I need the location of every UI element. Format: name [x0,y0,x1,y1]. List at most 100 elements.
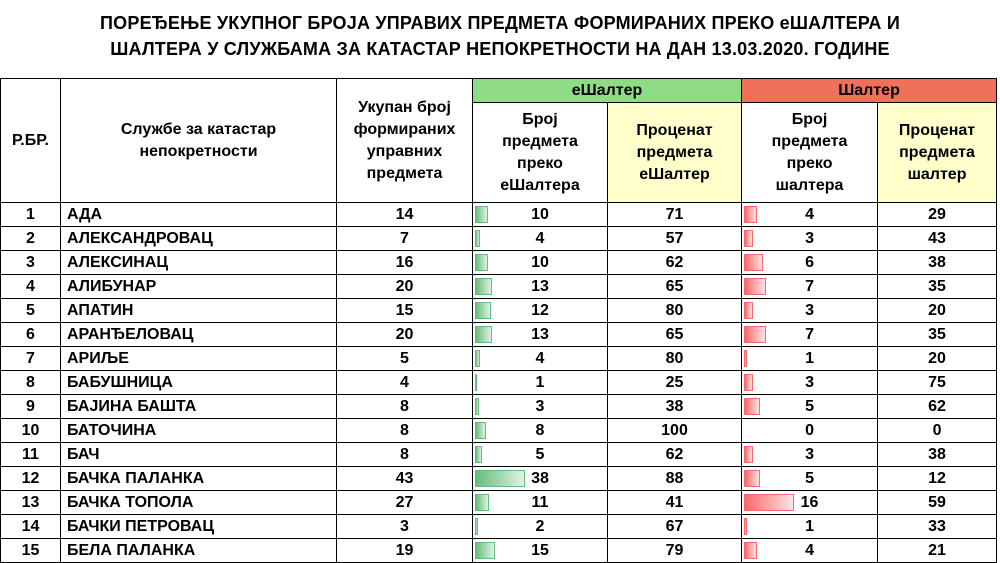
row-s-count-databar [744,230,754,247]
row-e-count-databar [475,542,495,559]
row-e-count: 1 [535,374,545,391]
row-s-count-cell: 7 [741,322,879,347]
header-s-count-label: Број предмета преко шалтера [771,110,848,194]
row-e-percent: 71 [606,202,743,227]
row-e-count: 2 [535,518,545,535]
row-total: 15 [336,298,473,323]
row-total: 8 [336,418,473,443]
header-s-percent-label: Проценат предмета шалтер [898,121,976,183]
row-s-percent: 62 [877,394,998,419]
row-e-count-cell: 2 [472,514,608,539]
row-e-percent: 62 [606,442,743,467]
table-row: 8 БАБУШНИЦА 4 1 25 3 75 [0,370,998,395]
row-e-count-cell: 10 [472,202,608,227]
row-e-count-cell: 3 [472,394,608,419]
header-total-label: Укупан број формираних управних предмета [353,98,456,182]
row-s-count: 6 [805,254,814,271]
row-e-count-cell: 4 [472,226,608,251]
page-title: ПОРЕЂЕЊЕ УКУПНОГ БРОЈА УПРАВИХ ПРЕДМЕТА … [0,0,1000,62]
row-s-count-cell: 3 [741,226,879,251]
row-e-count: 4 [535,230,545,247]
row-s-count-databar [744,254,764,271]
row-office-name: БАЈИНА БАШТА [60,394,337,419]
row-s-count-databar [744,278,767,295]
row-s-count-cell: 5 [741,466,879,491]
row-rbr: 7 [0,346,61,371]
row-s-count-databar [744,542,758,559]
row-e-count-databar [475,470,525,487]
row-e-count: 11 [531,494,549,511]
row-total: 19 [336,538,473,563]
row-s-count: 0 [805,422,814,439]
row-office-name: БАТОЧИНА [60,418,337,443]
row-e-count-databar [475,398,479,415]
row-s-count-cell: 1 [741,346,879,371]
row-e-count-cell: 1 [472,370,608,395]
row-s-percent: 29 [877,202,998,227]
row-s-count: 3 [805,230,814,247]
row-rbr: 12 [0,466,61,491]
table-row: 12 БАЧКА ПАЛАНКА 43 38 88 5 12 [0,466,998,491]
cadastre-comparison-table: Р.БР. Службе за катастар непокретности У… [0,78,998,563]
row-s-count-cell: 3 [741,298,879,323]
row-e-count-cell: 38 [472,466,608,491]
row-rbr: 8 [0,370,61,395]
row-total: 4 [336,370,473,395]
row-total: 43 [336,466,473,491]
row-s-percent: 12 [877,466,998,491]
row-office-name: АДА [60,202,337,227]
row-e-count-databar [475,206,488,223]
row-e-count-cell: 11 [472,490,608,515]
row-total: 8 [336,442,473,467]
table-row: 1 АДА 14 10 71 4 29 [0,202,998,227]
row-e-count: 10 [531,206,549,223]
row-s-count-cell: 16 [741,490,879,515]
row-e-count-cell: 13 [472,274,608,299]
row-s-count: 7 [805,278,814,295]
row-e-count: 12 [531,302,549,319]
row-e-count: 38 [531,470,549,487]
row-e-percent: 62 [606,250,743,275]
row-s-count: 4 [805,542,814,559]
table-body: 1 АДА 14 10 71 4 29 2 АЛЕКСАНДРОВАЦ 7 4 57 3 43 3 АЛЕКС… [0,202,998,563]
row-rbr: 5 [0,298,61,323]
row-e-count: 13 [531,278,549,295]
row-rbr: 15 [0,538,61,563]
row-s-count: 5 [805,470,814,487]
row-office-name: БАЧКИ ПЕТРОВАЦ [60,514,337,539]
row-office-name: АЛЕКСАНДРОВАЦ [60,226,337,251]
row-total: 16 [336,250,473,275]
row-e-count: 10 [531,254,549,271]
table-row: 9 БАЈИНА БАШТА 8 3 38 5 62 [0,394,998,419]
row-e-count-databar [475,326,492,343]
title-line-2: ШАЛТЕРА У СЛУЖБАМА ЗА КАТАСТАР НЕПОКРЕТН… [110,39,890,59]
row-office-name: АПАТИН [60,298,337,323]
row-s-count: 4 [805,206,814,223]
table-row: 14 БАЧКИ ПЕТРОВАЦ 3 2 67 1 33 [0,514,998,539]
row-e-percent: 38 [606,394,743,419]
row-rbr: 9 [0,394,61,419]
row-rbr: 11 [0,442,61,467]
row-office-name: АРИЉЕ [60,346,337,371]
row-s-count-databar [744,206,758,223]
row-total: 3 [336,514,473,539]
title-line-1: ПОРЕЂЕЊЕ УКУПНОГ БРОЈА УПРАВИХ ПРЕДМЕТА … [100,13,900,33]
table-row: 4 АЛИБУНАР 20 13 65 7 35 [0,274,998,299]
row-office-name: АЛЕКСИНАЦ [60,250,337,275]
table-row: 3 АЛЕКСИНАЦ 16 10 62 6 38 [0,250,998,275]
row-e-count-cell: 4 [472,346,608,371]
table-row: 7 АРИЉЕ 5 4 80 1 20 [0,346,998,371]
row-e-percent: 80 [606,298,743,323]
row-total: 14 [336,202,473,227]
row-s-count: 3 [805,302,814,319]
row-s-count: 1 [805,518,814,535]
row-s-count-cell: 6 [741,250,879,275]
row-s-count: 5 [805,398,814,415]
row-total: 27 [336,490,473,515]
row-e-count-databar [475,254,488,271]
row-e-count: 5 [535,446,545,463]
row-s-percent: 21 [877,538,998,563]
row-rbr: 3 [0,250,61,275]
table-row: 15 БЕЛА ПАЛАНКА 19 15 79 4 21 [0,538,998,563]
row-e-percent: 65 [606,274,743,299]
